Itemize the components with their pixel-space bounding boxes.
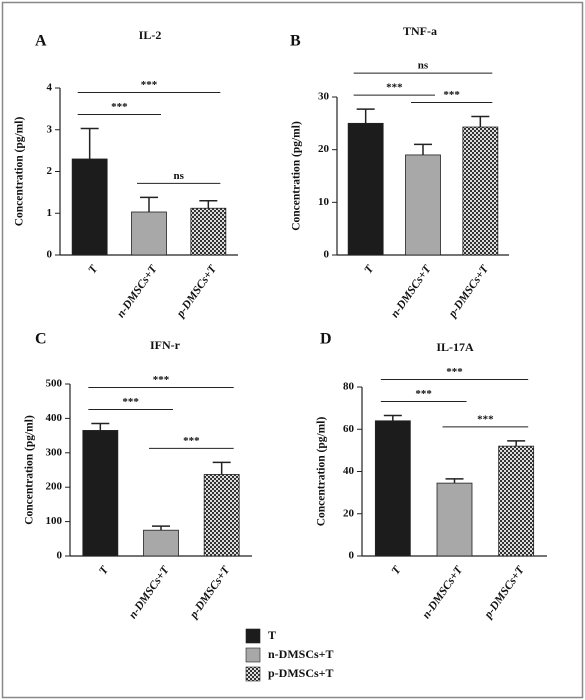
bar (498, 445, 535, 557)
significance-label: *** (111, 101, 128, 113)
y-tick-label: 0 (349, 550, 355, 562)
x-tick-label: n-DMSCs+T (127, 564, 172, 622)
error-bar (471, 115, 490, 128)
y-tick-label: 3 (47, 123, 53, 135)
chart-title: IL-2 (139, 28, 162, 42)
x-tick-label: n-DMSCs+T (389, 263, 434, 321)
y-tick-label: 500 (46, 378, 63, 390)
x-tick-label: p-DMSCs+T (187, 564, 233, 622)
significance-label: ns (418, 60, 429, 72)
significance-label: *** (443, 89, 460, 101)
bar (374, 420, 411, 557)
error-bar (507, 440, 526, 447)
legend-label: n-DMSCs+T (268, 647, 334, 661)
error-bar (152, 525, 170, 531)
legend-swatch (245, 647, 261, 663)
bar (143, 529, 179, 557)
x-tick-label: n-DMSCs+T (420, 564, 465, 622)
bar (82, 430, 119, 557)
error-bar (212, 461, 231, 475)
x-tick-label: T (97, 564, 111, 577)
significance-label: *** (477, 413, 494, 425)
x-tick-label: T (86, 263, 100, 276)
bar (71, 158, 108, 256)
y-tick-label: 10 (318, 196, 330, 208)
bar (436, 482, 473, 557)
significance-label: *** (183, 435, 200, 447)
chart-title: TNF-a (403, 24, 437, 38)
error-bar (414, 143, 432, 155)
panel-label: C (35, 331, 47, 348)
bar (203, 474, 240, 557)
y-axis-label: Concentration (pg/ml) (316, 417, 328, 527)
chart-title: IFN-r (150, 338, 181, 352)
legend-label: T (268, 628, 276, 642)
x-tick-label: T (390, 564, 404, 577)
error-bar (356, 108, 375, 124)
bar (405, 154, 441, 256)
x-tick-label: n-DMSCs+T (115, 263, 160, 321)
y-axis-label: Concentration (pg/ml) (24, 415, 36, 525)
y-tick-label: 30 (318, 91, 330, 103)
bar (462, 126, 499, 256)
y-tick-label: 2 (47, 165, 53, 177)
error-bar (383, 414, 402, 421)
bar (131, 211, 167, 256)
error-bar (80, 127, 99, 159)
x-tick-label: p-DMSCs+T (174, 263, 220, 321)
panel-label: B (290, 33, 301, 50)
significance-label: ns (173, 170, 184, 182)
y-tick-label: 0 (57, 550, 63, 562)
y-tick-label: 100 (46, 515, 63, 527)
y-tick-label: 40 (343, 465, 355, 477)
significance-label: *** (446, 366, 463, 378)
y-tick-label: 400 (46, 412, 63, 424)
panel-label: D (320, 331, 332, 348)
y-tick-label: 200 (46, 481, 63, 493)
y-tick-label: 0 (324, 249, 330, 261)
x-tick-label: T (362, 263, 376, 276)
chart-title: IL-17A (436, 340, 474, 354)
y-tick-label: 20 (343, 507, 355, 519)
y-tick-label: 20 (318, 143, 330, 155)
error-bar (91, 422, 110, 431)
error-bar (199, 199, 218, 209)
y-axis-label: Concentration (pg/ml) (14, 117, 26, 227)
y-tick-label: 60 (343, 423, 355, 435)
significance-label: *** (141, 79, 158, 91)
bar (347, 122, 384, 256)
significance-label: *** (153, 374, 170, 386)
error-bar (445, 478, 464, 484)
x-tick-label: p-DMSCs+T (446, 263, 492, 321)
bar (190, 207, 227, 256)
legend-swatch (245, 628, 261, 644)
panel-label: A (35, 33, 47, 50)
y-tick-label: 300 (46, 446, 63, 458)
legend-swatch (245, 666, 261, 682)
legend-label: p-DMSCs+T (268, 666, 334, 680)
x-tick-label: p-DMSCs+T (482, 564, 528, 622)
significance-label: *** (386, 82, 403, 94)
y-axis-label: Concentration (pg/ml) (291, 121, 303, 231)
y-tick-label: 1 (47, 207, 53, 219)
error-bar (140, 196, 158, 212)
y-tick-label: 0 (47, 249, 53, 261)
y-tick-label: 4 (47, 82, 53, 94)
significance-label: *** (415, 388, 432, 400)
y-tick-label: 80 (343, 381, 355, 393)
significance-label: *** (122, 396, 139, 408)
